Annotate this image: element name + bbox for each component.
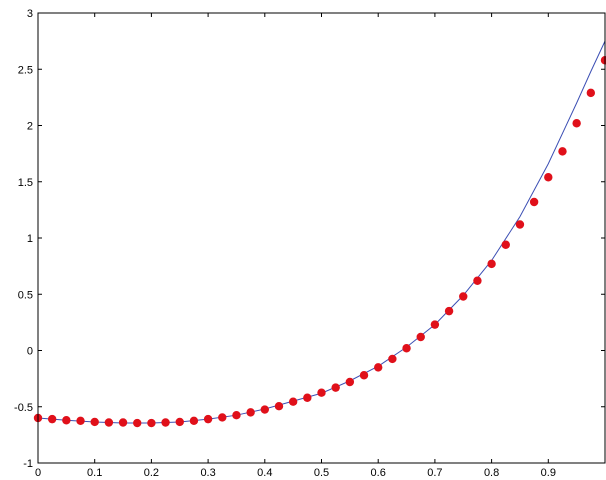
data-point bbox=[374, 363, 383, 372]
y-tick-label: 0.5 bbox=[18, 289, 33, 301]
y-tick-label: -0.5 bbox=[14, 402, 33, 414]
data-point bbox=[189, 416, 199, 426]
data-point bbox=[586, 88, 596, 98]
data-point bbox=[147, 418, 156, 428]
x-tick-label: 0.9 bbox=[541, 467, 556, 479]
y-tick-label: 1.5 bbox=[18, 177, 33, 189]
data-point bbox=[288, 397, 298, 406]
data-point bbox=[317, 388, 326, 397]
y-tick-label: 2.5 bbox=[18, 64, 33, 76]
data-point bbox=[416, 332, 425, 342]
data-point bbox=[90, 417, 99, 427]
data-point bbox=[246, 408, 255, 417]
x-tick-label: 0.7 bbox=[427, 467, 442, 479]
data-point bbox=[558, 147, 567, 156]
x-tick-label: 0.8 bbox=[484, 467, 499, 479]
data-point bbox=[76, 416, 85, 426]
data-point bbox=[515, 220, 525, 229]
data-point bbox=[331, 383, 340, 392]
data-point bbox=[47, 414, 57, 424]
y-tick-label: 3 bbox=[27, 8, 33, 20]
data-point bbox=[529, 197, 539, 207]
data-point bbox=[473, 276, 482, 285]
x-tick-label: 0.4 bbox=[257, 467, 272, 479]
data-point bbox=[118, 418, 128, 427]
data-point bbox=[104, 418, 114, 427]
data-point bbox=[572, 119, 581, 128]
data-point bbox=[487, 259, 496, 269]
data-point bbox=[303, 393, 312, 402]
data-point bbox=[402, 344, 411, 353]
data-point bbox=[388, 354, 397, 364]
y-tick-label: 0 bbox=[27, 346, 33, 358]
y-tick-label: -1 bbox=[23, 458, 33, 470]
data-point bbox=[161, 418, 170, 427]
data-point bbox=[274, 401, 284, 411]
plot-area bbox=[38, 13, 605, 463]
data-point bbox=[260, 405, 269, 414]
data-point bbox=[203, 414, 213, 424]
data-point bbox=[359, 371, 369, 380]
axes-layer: 0 0.1 0.2 0.3 0.4 0.5 0.6 0.7 0.8 0.9 -1 -0.5 0 0.5 1 1… bbox=[14, 8, 605, 479]
data-point bbox=[430, 320, 440, 329]
y-tick-label: 1 bbox=[27, 233, 33, 245]
data-point bbox=[218, 413, 227, 422]
x-tick-label: 0.2 bbox=[144, 467, 159, 479]
data-point bbox=[544, 173, 553, 182]
y-tick-label: 2 bbox=[27, 121, 33, 133]
x-tick-label: 0.6 bbox=[371, 467, 386, 479]
data-point bbox=[62, 416, 71, 425]
data-point bbox=[345, 377, 355, 387]
data-point bbox=[232, 410, 241, 420]
data-point bbox=[175, 417, 184, 427]
x-tick-label: 0.1 bbox=[87, 467, 102, 479]
data-point bbox=[444, 306, 454, 316]
data-point bbox=[459, 292, 468, 301]
data-point bbox=[133, 418, 142, 428]
x-tick-label: 0.5 bbox=[314, 467, 329, 479]
x-tick-label: 0.3 bbox=[200, 467, 215, 479]
data-point bbox=[501, 240, 510, 249]
x-tick-label: 0 bbox=[35, 467, 41, 479]
